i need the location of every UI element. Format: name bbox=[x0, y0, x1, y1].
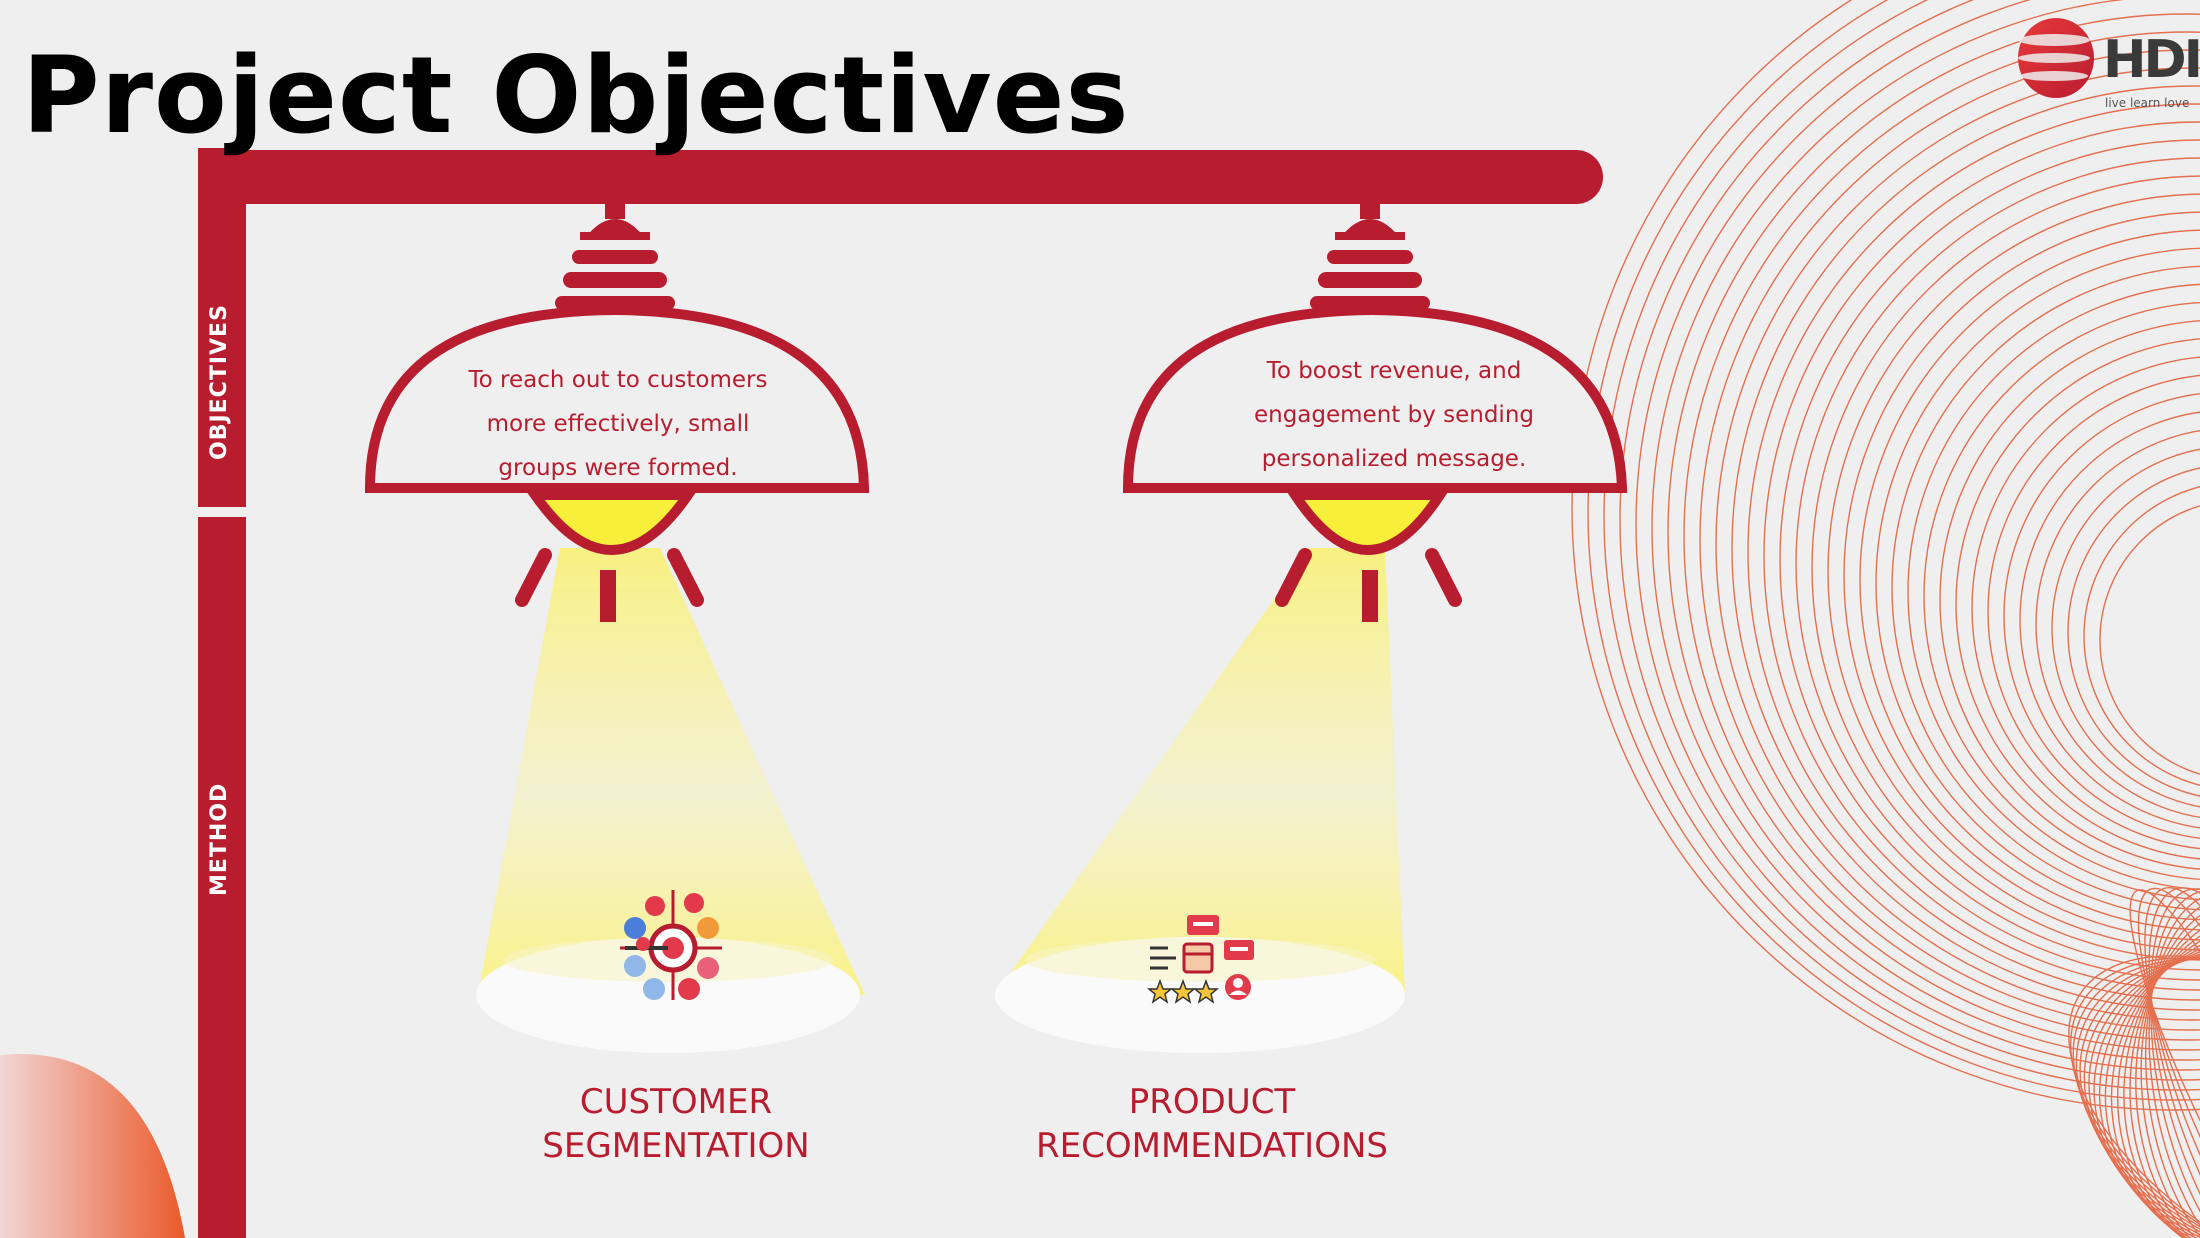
swirl-line bbox=[2144, 887, 2200, 1238]
swirl-line bbox=[1699, 49, 2200, 1031]
swirl-line bbox=[2079, 955, 2200, 1238]
swirl-line bbox=[1603, 0, 2200, 1091]
swirl-line bbox=[2150, 889, 2200, 1238]
caption-line: CUSTOMER bbox=[579, 1082, 773, 1122]
objective-line: groups were formed. bbox=[498, 455, 738, 481]
swirl-line bbox=[2083, 952, 2200, 1238]
swirl-line bbox=[1779, 139, 2200, 981]
swirl-line bbox=[2068, 955, 2200, 1238]
swirl-line bbox=[1587, 0, 2200, 1101]
caption-line: PRODUCT bbox=[1128, 1082, 1296, 1122]
swirl-line bbox=[2110, 926, 2200, 1238]
hdi-logo-mark bbox=[2018, 18, 2094, 98]
swirl-line bbox=[1763, 121, 2200, 991]
swirl-line bbox=[2148, 887, 2200, 1238]
swirl-line bbox=[2070, 957, 2200, 1238]
product-reviews-icon bbox=[1146, 915, 1254, 1004]
caption-line: SEGMENTATION bbox=[542, 1126, 810, 1166]
objective-line: personalized message. bbox=[1261, 446, 1527, 472]
swirl-line bbox=[2104, 932, 2200, 1238]
objective-line: To reach out to customers bbox=[468, 367, 768, 393]
swirl-line bbox=[2116, 920, 2200, 1238]
swirl-line bbox=[2098, 938, 2200, 1238]
swirl-line bbox=[1619, 0, 2200, 1081]
swirl-line bbox=[2137, 887, 2200, 1238]
swirl-line bbox=[1891, 265, 2200, 911]
swirl-line bbox=[1907, 283, 2200, 901]
swirl-line bbox=[2148, 892, 2200, 1238]
swirl-line bbox=[2099, 505, 2200, 775]
objective-line: engagement by sending bbox=[1253, 402, 1535, 428]
target-faces-icon bbox=[620, 890, 722, 1000]
swirl-line bbox=[2129, 929, 2200, 1238]
method-caption-1: CUSTOMER SEGMENTATION bbox=[416, 1080, 936, 1168]
swirl-line bbox=[1635, 0, 2200, 1071]
light-beam-2 bbox=[995, 548, 1405, 995]
swirl-line bbox=[1651, 0, 2200, 1061]
method-caption-2: PRODUCT RECOMMENDATIONS bbox=[952, 1080, 1472, 1168]
corner-blob bbox=[0, 1053, 185, 1238]
swirl-line bbox=[2093, 943, 2200, 1238]
swirl-line bbox=[2088, 948, 2200, 1238]
swirl-line bbox=[1683, 31, 2200, 1041]
swirl-line bbox=[2019, 411, 2200, 829]
objectives-label: OBJECTIVES bbox=[207, 304, 232, 460]
swirl-line bbox=[1795, 157, 2200, 971]
swirl-line bbox=[1827, 193, 2200, 951]
swirl-line bbox=[2051, 448, 2200, 808]
swirl-line bbox=[1747, 103, 2200, 1001]
swirl-line bbox=[2035, 429, 2200, 819]
swirl-line bbox=[2067, 467, 2200, 797]
swirl-line bbox=[2083, 486, 2200, 786]
swirl-line bbox=[2144, 895, 2200, 1238]
swirl-line bbox=[1955, 338, 2200, 870]
swirl-line bbox=[1923, 301, 2200, 891]
method-label: METHOD bbox=[207, 782, 232, 896]
swirl-line bbox=[1811, 175, 2200, 961]
lamp-2 bbox=[995, 203, 1628, 1053]
swirl-line bbox=[2075, 957, 2200, 1238]
swirl-line bbox=[2140, 899, 2200, 1238]
swirl-line bbox=[2129, 889, 2200, 1238]
swirl-line bbox=[2003, 393, 2200, 839]
swirl-line bbox=[2150, 888, 2200, 1238]
objective-text-1: To reach out to customers more effective… bbox=[418, 358, 818, 490]
objective-line: To boost revenue, and bbox=[1266, 358, 1522, 384]
page-title: Project Objectives bbox=[22, 34, 1130, 157]
swirl-line bbox=[2072, 957, 2200, 1238]
objective-text-2: To boost revenue, and engagement by send… bbox=[1194, 349, 1594, 481]
swirl-line bbox=[1875, 247, 2200, 921]
swirl-line bbox=[1971, 356, 2200, 860]
lamp-1 bbox=[364, 203, 870, 1053]
swirl-line bbox=[2123, 914, 2200, 1238]
swirl-line bbox=[1571, 0, 2200, 1111]
lamp-post bbox=[186, 148, 1603, 1238]
swirl-line bbox=[1843, 211, 2200, 941]
swirl-line bbox=[1667, 13, 2200, 1051]
logo-name: HDI bbox=[2103, 30, 2200, 90]
logo-tagline: live learn love bbox=[2105, 96, 2190, 110]
swirl-line bbox=[1859, 229, 2200, 931]
swirl-line bbox=[1987, 374, 2200, 850]
swirl-line bbox=[1731, 85, 2200, 1011]
swirl-line bbox=[2135, 904, 2200, 1238]
light-beam-1 bbox=[478, 548, 865, 995]
caption-line: RECOMMENDATIONS bbox=[1036, 1126, 1388, 1166]
swirl-line bbox=[1715, 67, 2200, 1021]
objective-line: more effectively, small bbox=[486, 411, 750, 437]
decorative-swirl bbox=[1571, 0, 2200, 1238]
swirl-line bbox=[1939, 320, 2200, 880]
